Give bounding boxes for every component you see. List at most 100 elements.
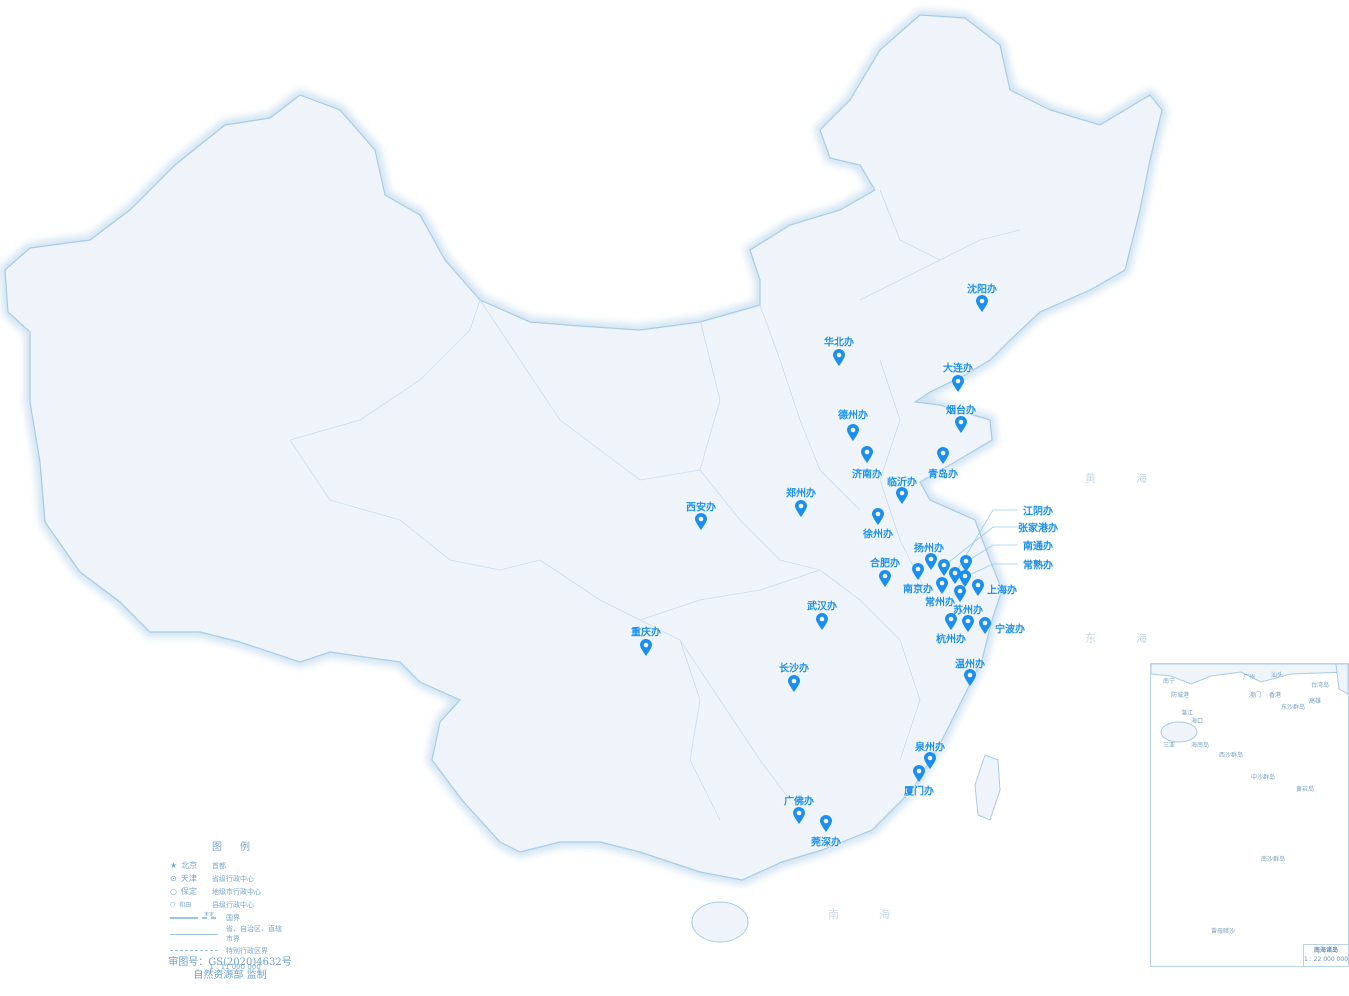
- inset-map: [1151, 664, 1348, 743]
- map-pin-icon[interactable]: [978, 616, 992, 634]
- inset-place-label: 中沙群岛: [1251, 774, 1276, 781]
- inset-scale: 1 : 22 000 000: [1304, 956, 1349, 963]
- office-label[interactable]: 厦门办: [904, 786, 934, 798]
- legend-meaning: 地级市行政中心: [212, 887, 261, 896]
- office-label[interactable]: 苏州办: [953, 605, 983, 617]
- inset-place-label: 防城港: [1171, 692, 1190, 699]
- map-pin-icon[interactable]: [959, 554, 973, 572]
- sea-label-nanhai: 南海: [828, 908, 930, 921]
- office-label[interactable]: 徐州办: [863, 529, 893, 541]
- map-pin-icon[interactable]: [944, 612, 958, 630]
- legend-meaning: 国界: [226, 913, 240, 922]
- inset-place-label: 黄岩岛: [1296, 786, 1315, 793]
- office-label[interactable]: 郑州办: [786, 488, 816, 500]
- leader-line: [965, 544, 1018, 563]
- map-pin-icon[interactable]: [954, 415, 968, 433]
- map-pin-icon[interactable]: [787, 674, 801, 692]
- office-label[interactable]: 合肥办: [870, 558, 900, 570]
- inset-caption: 南海诸岛 1 : 22 000 000: [1303, 944, 1348, 966]
- star-icon: ★: [170, 861, 178, 870]
- legend-row-capital: ★ 北京 首都: [170, 859, 310, 872]
- map-pin-icon[interactable]: [792, 806, 806, 824]
- map-pin-icon[interactable]: [958, 569, 972, 587]
- map-pin-icon[interactable]: [871, 507, 885, 525]
- office-label[interactable]: 宁波办: [995, 624, 1025, 636]
- office-label[interactable]: 江阴办: [1023, 506, 1053, 518]
- office-label[interactable]: 烟台办: [946, 405, 976, 417]
- map-pin-icon[interactable]: [912, 764, 926, 782]
- office-label[interactable]: 广佛办: [784, 796, 814, 808]
- office-label[interactable]: 莞深办: [811, 837, 841, 849]
- office-label[interactable]: 上海办: [987, 585, 1017, 597]
- map-pin-icon[interactable]: [694, 512, 708, 530]
- inset-place-label: 澳门: [1249, 692, 1262, 699]
- inset-place-label: 东沙群岛: [1281, 704, 1306, 711]
- map-pin-icon[interactable]: [860, 445, 874, 463]
- office-label[interactable]: 德州办: [838, 410, 868, 422]
- south-china-sea-inset: 南宁 广州 澳门 香港 汕头 台湾岛 高雄 防城港 湛江 海口 三亚 海南岛 东沙群岛 西沙群岛 中沙群岛黄…: [1150, 663, 1349, 967]
- sea-label-donghai: 东海: [1085, 632, 1187, 645]
- map-approval-number: 审图号：GS(2020)4632号 自然资源部 监制: [160, 956, 300, 982]
- office-label[interactable]: 扬州办: [914, 543, 944, 555]
- map-pin-icon[interactable]: [846, 423, 860, 441]
- leader-line: [954, 509, 1018, 575]
- map-pin-icon[interactable]: [948, 566, 962, 584]
- map-pin-icon[interactable]: [936, 446, 950, 464]
- office-label[interactable]: 杭州办: [936, 634, 966, 646]
- office-label[interactable]: 张家港办: [1018, 523, 1058, 535]
- inset-place-label: 南沙群岛: [1261, 856, 1286, 863]
- office-label[interactable]: 大连办: [943, 363, 973, 375]
- legend-symbol: 保定: [180, 887, 197, 896]
- legend-meaning: 省级行政中心: [212, 874, 254, 883]
- map-pin-icon[interactable]: [963, 668, 977, 686]
- inset-place-label: 三亚: [1163, 742, 1176, 749]
- map-pin-icon[interactable]: [961, 614, 975, 632]
- inset-place-label: 广州: [1243, 674, 1256, 681]
- leader-line: [964, 563, 1018, 578]
- office-label[interactable]: 青岛办: [928, 469, 958, 481]
- map-pin-icon[interactable]: [971, 578, 985, 596]
- office-label[interactable]: 济南办: [852, 469, 882, 481]
- office-label[interactable]: 西安办: [686, 502, 716, 514]
- office-label[interactable]: 常熟办: [1023, 560, 1053, 572]
- office-label[interactable]: 武汉办: [807, 601, 837, 613]
- map-pin-icon[interactable]: [639, 638, 653, 656]
- map-pin-icon[interactable]: [975, 294, 989, 312]
- inset-place-label: 海南岛: [1191, 742, 1210, 749]
- office-label[interactable]: 临沂办: [887, 477, 917, 489]
- inset-place-label: 海口: [1191, 718, 1204, 725]
- office-label[interactable]: 温州办: [955, 659, 985, 671]
- office-label[interactable]: 长沙办: [779, 663, 809, 675]
- map-pin-icon[interactable]: [937, 558, 951, 576]
- office-label[interactable]: 南京办: [903, 584, 933, 596]
- map-pin-icon[interactable]: [794, 499, 808, 517]
- map-pin-icon[interactable]: [923, 751, 937, 769]
- map-pin-icon[interactable]: [895, 486, 909, 504]
- map-pin-icon[interactable]: [924, 552, 938, 570]
- office-label[interactable]: 重庆办: [631, 627, 661, 639]
- legend-row-province-center: ⊙ 天津 省级行政中心: [170, 872, 310, 885]
- map-pin-icon[interactable]: [878, 569, 892, 587]
- hainan-island: [691, 901, 749, 943]
- small-circle-icon: ○: [170, 901, 176, 908]
- map-pin-icon[interactable]: [953, 584, 967, 602]
- legend-meaning: 特别行政区界: [226, 946, 268, 955]
- map-pin-icon[interactable]: [832, 348, 846, 366]
- office-label[interactable]: 泉州办: [915, 742, 945, 754]
- leader-lines: [943, 509, 1018, 578]
- office-label[interactable]: 南通办: [1023, 541, 1053, 553]
- office-label[interactable]: 华北办: [824, 337, 854, 349]
- map-pin-icon[interactable]: [951, 374, 965, 392]
- map-pin-icon[interactable]: [911, 562, 925, 580]
- inset-place-label: 西沙群岛: [1219, 752, 1244, 759]
- legend-row-national-border: 未定 国界: [170, 911, 310, 924]
- office-label[interactable]: 常州办: [925, 597, 955, 609]
- mainland-outline: [0, 9, 1168, 886]
- map-pin-icon[interactable]: [935, 576, 949, 594]
- office-label[interactable]: 沈阳办: [967, 284, 997, 296]
- map-pin-icon[interactable]: [819, 814, 833, 832]
- legend-symbol: 未定: [204, 911, 215, 918]
- map-pin-icon[interactable]: [815, 612, 829, 630]
- leader-line: [943, 526, 1018, 567]
